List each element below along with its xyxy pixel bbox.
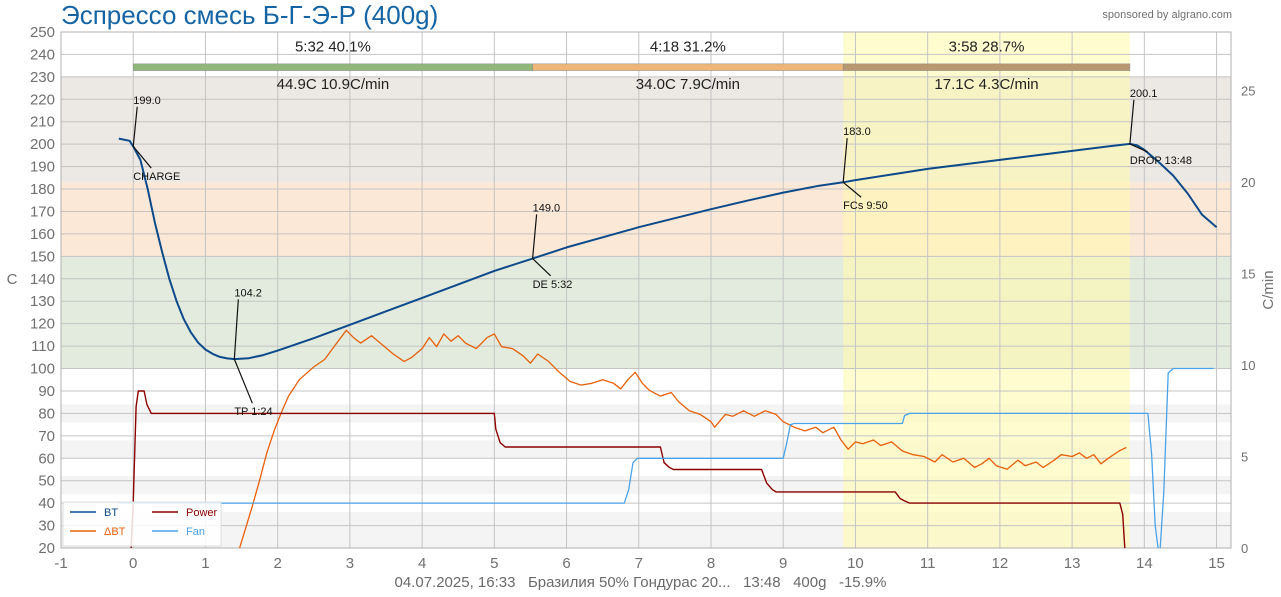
x-tick-label: 12 xyxy=(992,555,1009,572)
event-leader-value xyxy=(233,299,239,360)
x-tick-label: 5 xyxy=(490,555,498,572)
x-tick-label: 9 xyxy=(779,555,787,572)
y-tick-label: 200 xyxy=(30,136,55,153)
event-leader-value xyxy=(132,106,138,147)
y2-tick-label: 0 xyxy=(1241,541,1248,556)
y-tick-label: 190 xyxy=(30,159,55,176)
x-tick-label: 10 xyxy=(847,555,864,572)
x-tick-label: 1 xyxy=(201,555,209,572)
y2-tick-label: 5 xyxy=(1241,450,1248,465)
event-value: 149.0 xyxy=(533,202,561,214)
development-window xyxy=(843,32,1130,548)
y-tick-label: 110 xyxy=(31,338,55,355)
sponsor-note: sponsored by algrano.com xyxy=(1102,9,1232,21)
y2-tick-label: 25 xyxy=(1241,84,1255,99)
x-tick-label: 4 xyxy=(418,555,426,572)
y2-tick-label: 15 xyxy=(1241,267,1255,282)
x-tick-label: -1 xyxy=(54,555,67,572)
y-tick-label: 20 xyxy=(38,540,55,557)
y-tick-label: 60 xyxy=(38,450,55,467)
y-axis-label: C xyxy=(7,271,18,288)
event-label: DE 5:32 xyxy=(533,279,573,291)
legend-box xyxy=(62,501,222,547)
y-tick-label: 90 xyxy=(38,383,55,400)
phase-bar-segment-3 xyxy=(842,63,1131,71)
x-tick-label: 8 xyxy=(707,555,715,572)
event-value: 200.1 xyxy=(1130,88,1158,100)
event-leader-value xyxy=(1129,99,1135,145)
x-tick-label: 13 xyxy=(1064,555,1081,572)
y-tick-label: 80 xyxy=(38,405,55,422)
series-line-bt xyxy=(118,137,1218,361)
series-group xyxy=(118,137,1218,548)
event-value: 104.2 xyxy=(234,287,262,299)
x-tick-label: 2 xyxy=(273,555,281,572)
y-tick-label: 250 xyxy=(30,24,55,41)
x-tick-label: 0 xyxy=(129,555,137,572)
y-tick-label: 160 xyxy=(30,226,55,243)
event-label: CHARGE xyxy=(133,171,180,183)
x-tick-label: 14 xyxy=(1136,555,1153,572)
y-tick-label: 220 xyxy=(30,91,55,108)
roast-summary-footer: 04.07.2025, 16:33 Бразилия 50% Гондурас … xyxy=(394,574,887,591)
series-line-fan xyxy=(118,367,1214,548)
event-label: DROP 13:48 xyxy=(1130,155,1192,167)
y-tick-label: 130 xyxy=(30,293,55,310)
plot-frame xyxy=(60,31,1232,549)
y-tick-label: 100 xyxy=(30,361,55,378)
phase-bar-segment-2 xyxy=(532,63,844,71)
y-tick-label: 170 xyxy=(30,203,55,220)
chart-title: Эспрессо смесь Б-Г-Э-Р (400g) xyxy=(61,0,439,30)
event-label: TP 1:24 xyxy=(234,406,272,418)
phase-delta-label: 44.9C 10.9C/min xyxy=(277,76,390,93)
y-tick-label: 30 xyxy=(38,518,55,535)
y-tick-label: 40 xyxy=(38,495,55,512)
y-tick-label: 240 xyxy=(30,46,55,63)
phase-time-label: 5:32 40.1% xyxy=(295,39,371,56)
event-leader-value xyxy=(842,138,848,183)
series-line-dbt xyxy=(238,329,1127,548)
series-line-power xyxy=(130,390,1126,548)
y2-axis-label: C/min xyxy=(1260,270,1277,309)
y-tick-label: 50 xyxy=(38,473,55,490)
x-tick-label: 15 xyxy=(1208,555,1225,572)
event-leader-label xyxy=(842,181,862,198)
event-label: FCs 9:50 xyxy=(843,200,888,212)
y-tick-label: 140 xyxy=(30,271,55,288)
phase-time-label: 4:18 31.2% xyxy=(650,39,726,56)
y2-tick-label: 20 xyxy=(1241,175,1255,190)
event-value: 183.0 xyxy=(843,126,871,138)
event-leader-label xyxy=(132,146,152,169)
phase-delta-label: 34.0C 7.9C/min xyxy=(636,76,740,93)
y2-tick-label: 10 xyxy=(1241,358,1255,373)
legend: BT Power ΔBT Fan xyxy=(62,501,222,547)
phase-time-label: 3:58 28.7% xyxy=(949,39,1025,56)
y-tick-label: 120 xyxy=(30,316,55,333)
legend-label-bt: BT xyxy=(104,507,118,519)
event-leader-value xyxy=(532,214,538,259)
legend-label-power: Power xyxy=(186,507,218,519)
y-tick-label: 230 xyxy=(30,69,55,86)
legend-label-fan: Fan xyxy=(186,526,205,538)
x-tick-label: 6 xyxy=(562,555,570,572)
x-tick-label: 3 xyxy=(346,555,354,572)
phase-bar-segment-1 xyxy=(132,63,533,71)
y-tick-label: 210 xyxy=(30,114,55,131)
y-tick-label: 180 xyxy=(30,181,55,198)
event-leader-label xyxy=(1129,143,1149,153)
event-leader-label xyxy=(233,358,253,404)
y-tick-label: 70 xyxy=(38,428,55,445)
legend-label-dbt: ΔBT xyxy=(104,526,126,538)
event-value: 199.0 xyxy=(133,95,161,107)
x-tick-label: 7 xyxy=(635,555,643,572)
y-tick-label: 150 xyxy=(30,248,55,265)
event-leader-label xyxy=(532,258,552,277)
x-tick-label: 11 xyxy=(920,555,936,572)
phase-delta-label: 17.1C 4.3C/min xyxy=(934,76,1038,93)
